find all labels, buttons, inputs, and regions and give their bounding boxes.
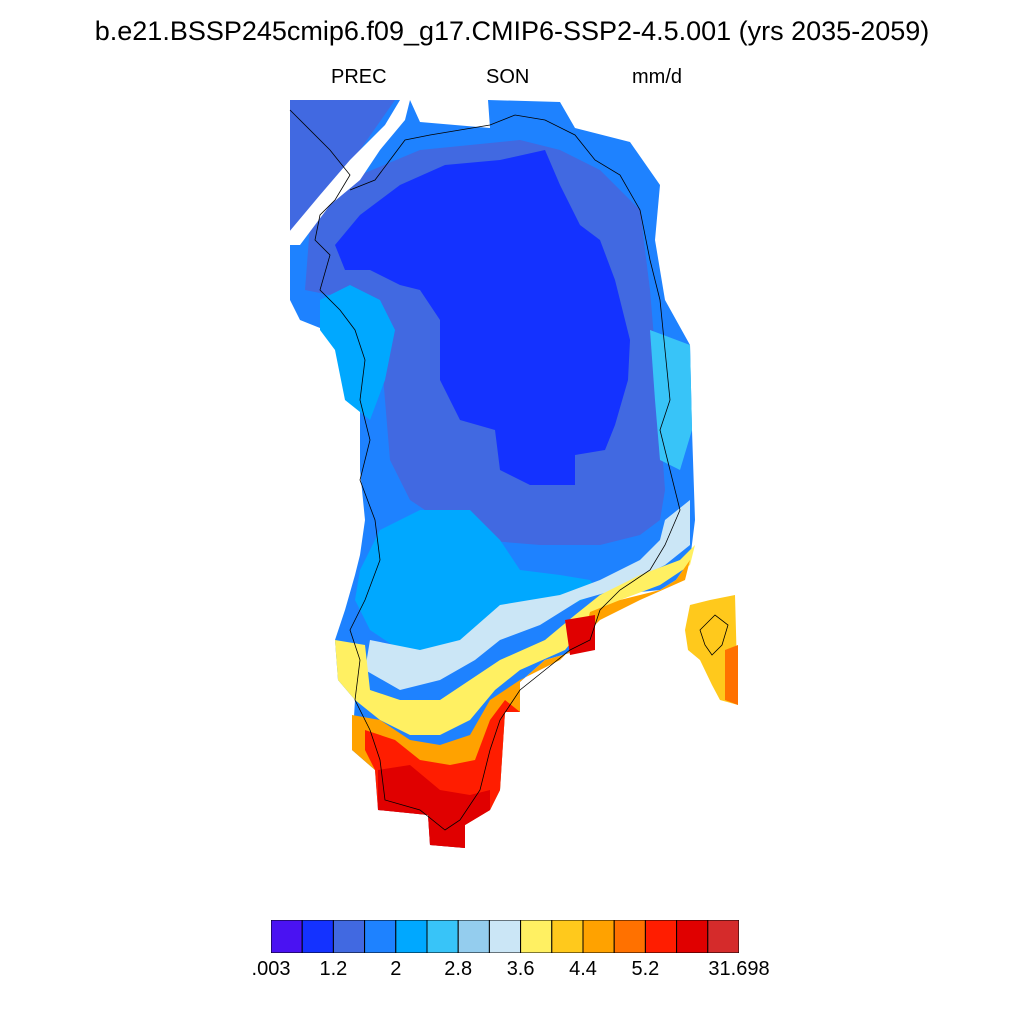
colorbar-swatch	[426, 920, 459, 953]
map-region-orange	[352, 560, 690, 825]
variable-label: PREC	[331, 66, 387, 88]
map-region-core	[335, 150, 630, 485]
colorbar-swatch	[582, 920, 615, 953]
colorbar-tick-label: .003	[251, 958, 291, 980]
colorbar-swatch	[301, 920, 334, 953]
colorbar-swatch	[332, 920, 366, 953]
season-label: SON	[486, 66, 530, 88]
colorbar-swatch	[551, 920, 584, 953]
colorbar-labels: .003 1.2 2 2.8 3.6 4.4 5.2 31.698	[0, 958, 1024, 988]
map-region-east-island-orange	[725, 645, 738, 705]
units-label: mm/d	[632, 66, 682, 88]
map-region-west-band	[320, 285, 395, 420]
map-region-southeast-red	[565, 615, 595, 655]
map-region-sea-gap	[289, 100, 410, 245]
colorbar-swatch	[271, 920, 303, 953]
colorbar-swatch	[395, 920, 428, 953]
colorbar-swatch	[364, 920, 397, 953]
map-region-yellow	[335, 545, 695, 735]
colorbar-tick-label: 2.8	[444, 958, 473, 980]
colorbar-tick-label: 3.6	[506, 958, 535, 980]
colorbar-swatch	[644, 920, 678, 953]
colorbar-tick-label: 2	[390, 958, 402, 980]
colorbar-swatch	[613, 920, 646, 953]
colorbar-tick-label: 4.4	[569, 958, 597, 980]
colorbar-swatch	[520, 920, 553, 953]
colorbar-swatch	[488, 920, 522, 953]
map-region-darkred	[378, 765, 490, 848]
map-region-pale	[365, 500, 690, 690]
coastline	[289, 109, 681, 831]
colorbar-tick-label: 31.698	[708, 958, 770, 980]
colorbar	[271, 920, 739, 953]
colorbar-tick-label: 5.2	[631, 958, 660, 980]
colorbar-swatch	[457, 920, 490, 953]
page-title: b.e21.BSSP245cmip6.f09_g17.CMIP6-SSP2-4.…	[94, 16, 930, 46]
colorbar-swatch	[676, 920, 709, 953]
colorbar-tick-label: 1.2	[319, 958, 348, 980]
coastline-island	[699, 614, 729, 656]
colorbar-swatch	[707, 920, 739, 953]
map-region-east-band	[650, 330, 692, 470]
map-region-south-interior	[355, 510, 600, 660]
